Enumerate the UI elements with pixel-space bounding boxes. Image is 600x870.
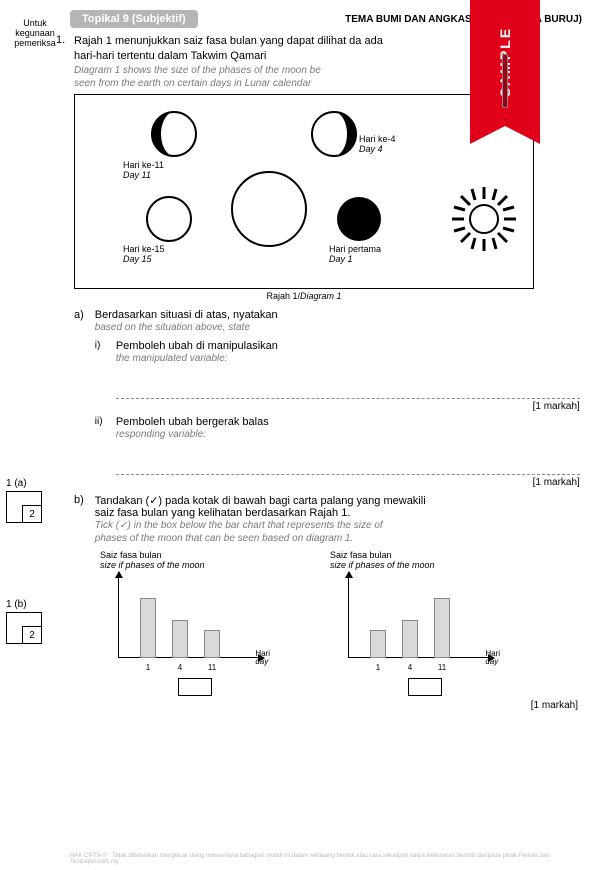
cr-yt-my: Saiz fasa bulan [330, 550, 392, 560]
qa-i-en: the manipulated variable: [116, 353, 228, 364]
m1-my: Hari pertama [329, 244, 381, 254]
chart-right: Saiz fasa bulan size if phases of the mo… [330, 551, 520, 697]
sun-icon [450, 185, 518, 253]
m1-en: Day 1 [329, 254, 353, 264]
q1-number: 1. [56, 34, 65, 46]
m11-en: Day 11 [123, 170, 151, 180]
diagram-caption: Rajah 1/Diagram 1 [74, 291, 534, 301]
chart-left: Saiz fasa bulan size if phases of the mo… [100, 551, 290, 697]
score-value-1b: 2 [22, 626, 42, 644]
mark-ii: [1 markah] [116, 477, 580, 488]
cl-yt-my: Saiz fasa bulan [100, 550, 162, 560]
m4-my: Hari ke-4 [359, 134, 396, 144]
cl-yt-en: size if phases of the moon [100, 560, 205, 570]
score-box-1b: 2 [6, 612, 42, 644]
question-1a: a) Berdasarkan situasi di atas, nyatakan… [74, 309, 582, 488]
diagram-1: Hari ke-11 Day 11 Hari ke-4 Day 4 Hari k… [74, 94, 534, 289]
sample-ribbon: SAMPLE [470, 0, 540, 126]
score-box-1a: 2 [6, 491, 42, 523]
score-label-1b: 1 (b) [6, 599, 64, 610]
x-tick: 1 [146, 663, 150, 672]
qb-letter: b) [74, 494, 92, 506]
bar [204, 630, 220, 658]
x-tick: 4 [408, 663, 412, 672]
x-tick: 4 [178, 663, 182, 672]
bar [140, 598, 156, 658]
qa-letter: a) [74, 309, 92, 321]
moon-day11 [150, 110, 198, 158]
qa-ii-my: Pemboleh ubah bergerak balas [116, 416, 269, 428]
x-axis-label: Hariday [485, 650, 500, 666]
x-tick: 11 [208, 663, 216, 672]
score-value-1a: 2 [22, 505, 42, 523]
qb-en2: phases of the moon that can be seen base… [95, 533, 354, 544]
checkbox-right[interactable] [408, 678, 442, 696]
bar [434, 598, 450, 658]
qa-ii-num: ii) [95, 416, 113, 427]
examiner-column: Untuk kegunaan pemeriksa 1 (a) 2 1 (b) 2 [6, 18, 64, 664]
moon-day4 [310, 110, 358, 158]
x-tick: 1 [376, 663, 380, 672]
mark-i: [1 markah] [116, 401, 580, 412]
m15-my: Hari ke-15 [123, 244, 165, 254]
moon-day15 [145, 195, 193, 243]
center-circle [230, 170, 308, 248]
topic-tab: Topikal 9 (Subjektif) [70, 10, 198, 28]
score-label-1a: 1 (a) [6, 478, 64, 489]
checkbox-left[interactable] [178, 678, 212, 696]
bar [370, 630, 386, 658]
qa-my: Berdasarkan situasi di atas, nyatakan [95, 309, 278, 321]
footer-copyright: HAK CIPTA © · Tidak dibenarkan mengeluar… [70, 853, 582, 866]
moon-day1 [335, 195, 383, 243]
answer-line-i[interactable] [116, 385, 580, 399]
m11-my: Hari ke-11 [123, 160, 164, 170]
bar [172, 620, 188, 658]
answer-line-ii[interactable] [116, 461, 580, 475]
m15-en: Day 15 [123, 254, 152, 264]
qb-my1: Tandakan (✓) pada kotak di bawah bagi ca… [95, 495, 426, 507]
question-1b: b) Tandakan (✓) pada kotak di bawah bagi… [74, 494, 582, 545]
qa-i-my: Pemboleh ubah di manipulasikan [116, 340, 278, 352]
x-tick: 11 [438, 663, 446, 672]
qa-en: based on the situation above, state [95, 322, 250, 333]
qb-my2: saiz fasa bulan yang kelihatan berdasark… [95, 507, 351, 519]
qa-i-num: i) [95, 340, 113, 351]
mark-b: [1 markah] [70, 700, 578, 711]
m4-en: Day 4 [359, 144, 383, 154]
qb-en1: Tick (✓) in the box below the bar chart … [95, 520, 383, 531]
bar [402, 620, 418, 658]
cr-yt-en: size if phases of the moon [330, 560, 435, 570]
x-axis-label: Hariday [255, 650, 270, 666]
qa-ii-en: responding variable: [116, 429, 206, 440]
charts-row: Saiz fasa bulan size if phases of the mo… [100, 551, 582, 697]
